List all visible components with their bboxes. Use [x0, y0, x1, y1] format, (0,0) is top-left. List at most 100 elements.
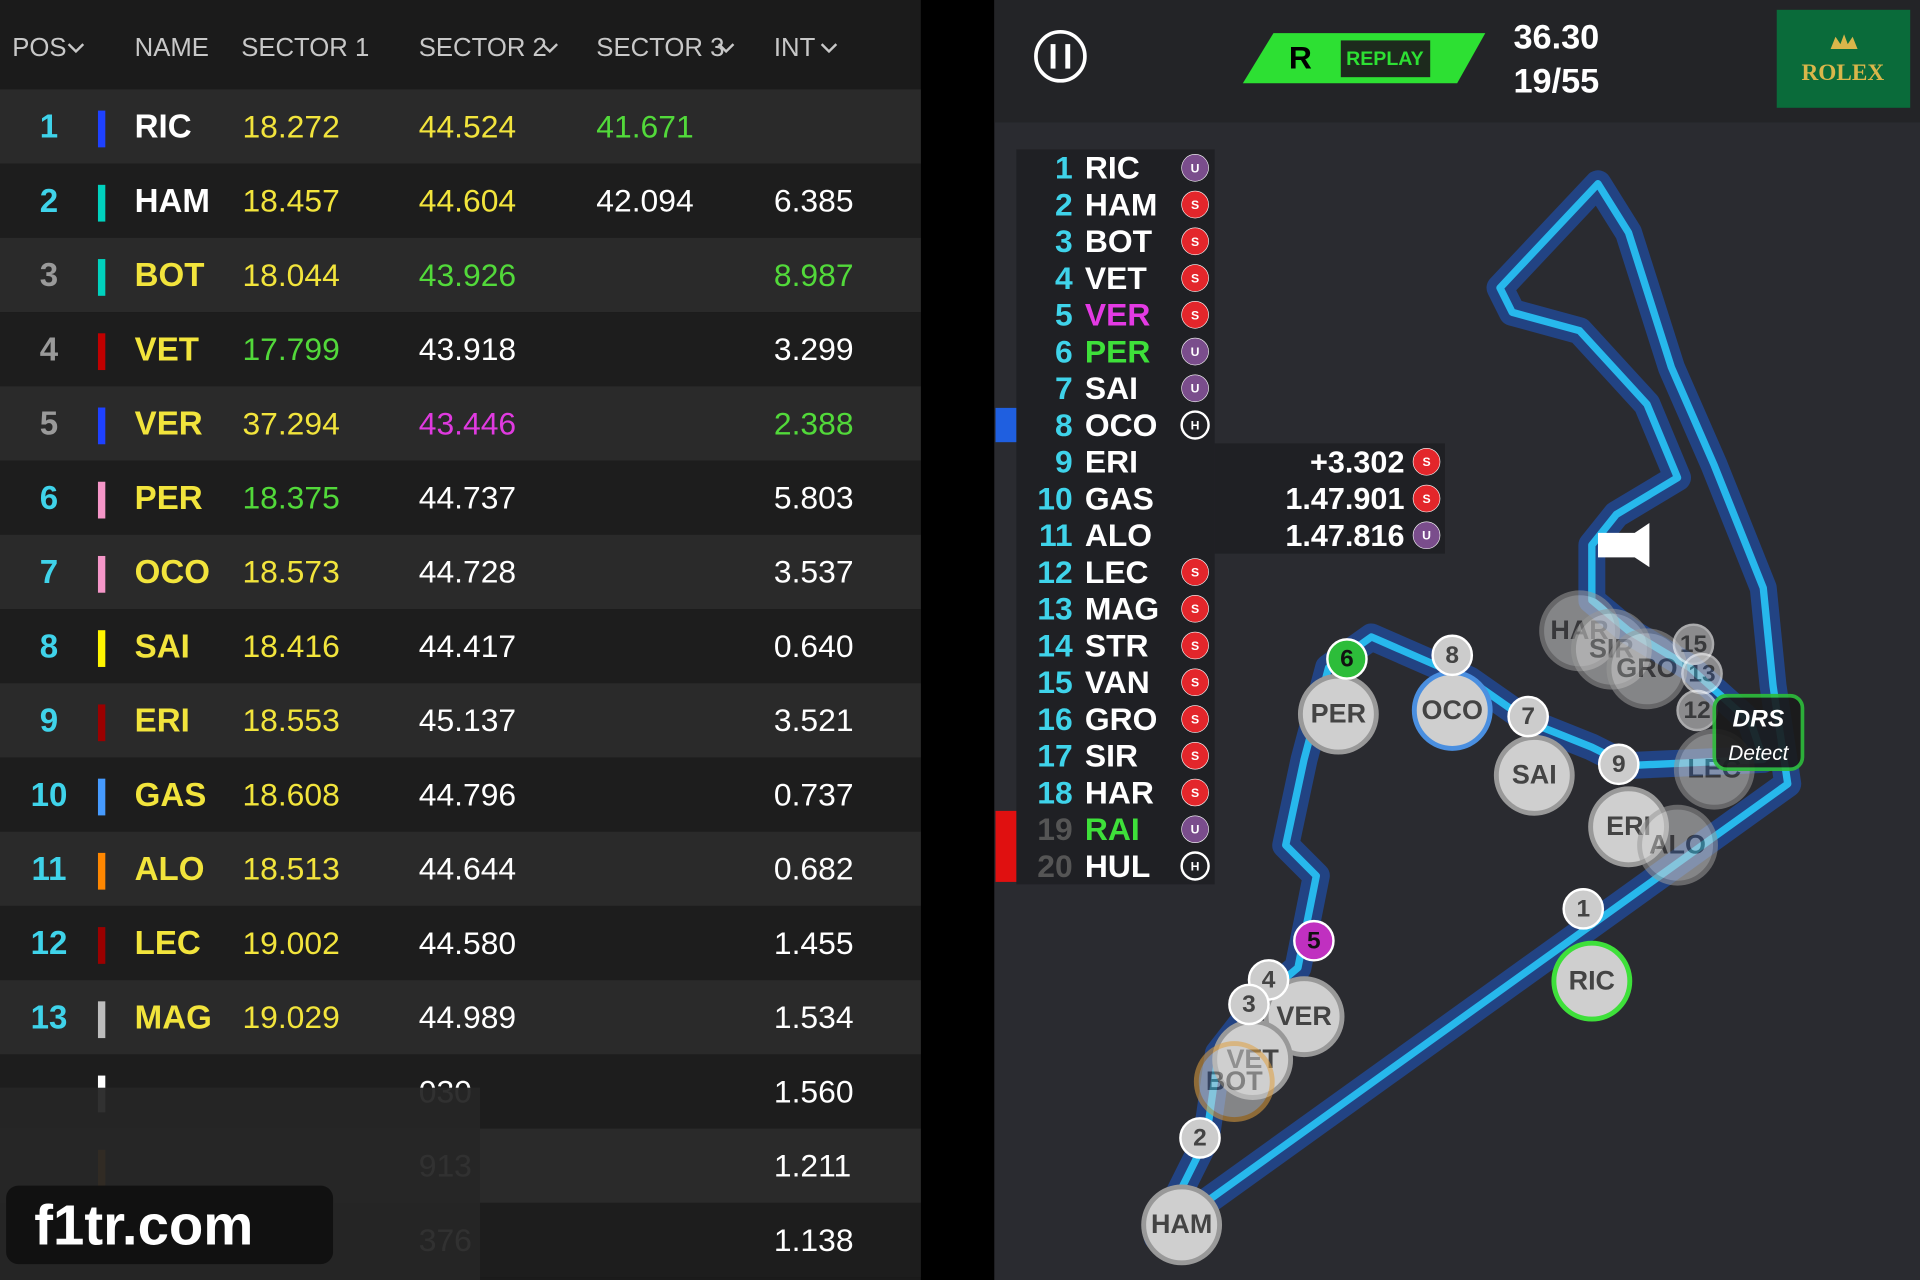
bubble-circle	[1193, 1041, 1275, 1122]
timing-cell: 44.728	[419, 554, 516, 590]
position-marker: 9	[1597, 743, 1640, 786]
driver-name: VER	[135, 406, 203, 443]
position-marker: 7	[1507, 695, 1549, 738]
position-marker: 13	[1681, 652, 1723, 695]
timing-cell: 44.417	[419, 628, 516, 664]
driver-bubble: PER	[1297, 673, 1379, 755]
bubble-circle	[1141, 1184, 1223, 1266]
standing-position: 8	[1055, 407, 1073, 443]
camera-icon	[1597, 523, 1650, 568]
standing-name: SAI	[1085, 370, 1138, 406]
position: 12	[31, 925, 68, 962]
driver-name: SAI	[135, 628, 190, 665]
marker-number: 12	[1684, 697, 1711, 724]
tyre-compound: U	[1191, 345, 1200, 359]
position: 1	[40, 109, 58, 146]
bubble-label: OCO	[1422, 695, 1483, 725]
replay-r: R	[1289, 39, 1312, 75]
timing-cell: 43.446	[419, 405, 516, 441]
standing-name: STR	[1085, 627, 1149, 663]
pause-button[interactable]	[1034, 30, 1087, 83]
sort-chevron	[820, 43, 838, 54]
standing-position: 5	[1055, 297, 1073, 333]
team-color-bar	[97, 184, 106, 222]
driver-bubble: HAM	[1141, 1184, 1223, 1266]
standing-position: 14	[1037, 627, 1073, 663]
tyre-compound: U	[1191, 823, 1200, 837]
tyre-icon	[1181, 631, 1209, 660]
driver-bubble: RIC	[1551, 940, 1633, 1022]
tyre-icon	[1412, 484, 1441, 513]
driver-bubble: ALO	[1637, 804, 1718, 886]
timing-cell: 18.553	[242, 702, 339, 738]
standing-position: 15	[1037, 664, 1072, 700]
tyre-icon	[1181, 374, 1209, 403]
timing-cell: 44.644	[419, 851, 516, 887]
tyre-compound: S	[1191, 712, 1199, 726]
position: 3	[40, 257, 58, 294]
standing-name: BOT	[1085, 223, 1153, 259]
gap-panel	[1214, 443, 1445, 554]
position: 7	[40, 554, 58, 591]
timing-cell: 44.580	[419, 925, 516, 961]
column-header: INT	[774, 34, 816, 62]
tyre-compound: S	[1191, 602, 1199, 616]
standing-position: 20	[1037, 848, 1072, 884]
tyre-compound: U	[1191, 161, 1200, 175]
tyre-compound: S	[1422, 455, 1430, 469]
timing-cell: 3.299	[774, 331, 854, 367]
bubble-label: RIC	[1569, 965, 1615, 995]
tyre-compound: U	[1191, 382, 1200, 396]
row-background	[0, 89, 921, 164]
marker-circle	[1562, 888, 1605, 930]
standing-position: 4	[1055, 260, 1073, 296]
timing-cell: 1.534	[774, 999, 854, 1035]
timing-cell: 18.416	[242, 628, 339, 664]
standing-name: VET	[1085, 260, 1147, 296]
tyre-icon	[1180, 410, 1210, 440]
row-background	[0, 534, 921, 610]
tyre-compound: S	[1191, 235, 1199, 249]
tyre-icon	[1181, 594, 1209, 623]
timing-cell: 18.573	[242, 554, 339, 590]
drs-detect: Detect	[1728, 742, 1789, 765]
standing-position: 12	[1037, 554, 1072, 590]
bubble-label: PER	[1311, 698, 1366, 728]
row-background	[0, 386, 921, 461]
position: 5	[40, 406, 58, 443]
marker-circle	[1326, 638, 1368, 680]
timing-cell: 5.803	[774, 480, 854, 516]
standing-position: 6	[1055, 333, 1073, 369]
timing-cell: 18.272	[242, 108, 339, 144]
out-marker	[995, 810, 1017, 882]
watermark: f1tr.com	[34, 1194, 253, 1257]
standing-position: 10	[1037, 480, 1072, 516]
timing-cell: 41.671	[596, 108, 693, 144]
driver-name: PER	[135, 480, 203, 517]
tyre-icon	[1181, 227, 1209, 256]
bubble-label: BOT	[1206, 1066, 1263, 1096]
standing-name: VER	[1085, 297, 1150, 333]
marker-circle	[1507, 695, 1549, 738]
tyre-icon	[1181, 190, 1209, 219]
timing-cell: 45.137	[419, 702, 516, 738]
timing-cell: 0.682	[774, 851, 854, 887]
column-header: POS	[12, 34, 66, 62]
timing-cell: 0.640	[774, 628, 854, 664]
marker-number: 2	[1193, 1125, 1207, 1152]
sort-chevron	[541, 43, 559, 54]
tyre-icon	[1181, 741, 1209, 770]
gap-time: +3.302	[1310, 445, 1404, 479]
timing-cell: 44.737	[419, 480, 516, 516]
marker-number: 13	[1688, 660, 1715, 687]
timing-cell: 44.989	[419, 999, 516, 1035]
standing-position: 9	[1055, 444, 1073, 480]
driver-name: VET	[135, 331, 199, 368]
timing-cell: 6.385	[774, 183, 854, 219]
position: 2	[40, 183, 58, 220]
position-marker: 6	[1326, 638, 1368, 680]
driver-name: ALO	[135, 851, 205, 888]
standing-name: ALO	[1085, 517, 1152, 553]
standing-name: GAS	[1085, 480, 1154, 516]
